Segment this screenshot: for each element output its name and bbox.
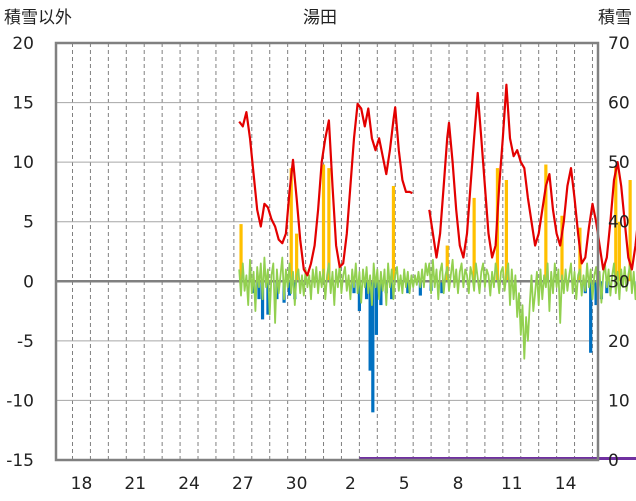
left-axis-label: 積雪以外	[4, 8, 72, 28]
precipitation-bar	[357, 281, 361, 312]
sunshine-bar	[295, 233, 299, 282]
grid-lines	[56, 43, 598, 460]
left-tick-label: -5	[17, 332, 34, 352]
sunshine-bar	[472, 197, 476, 282]
sunshine-bar	[321, 164, 326, 282]
temperature-line	[238, 83, 636, 277]
x-tick-label: 27	[232, 474, 254, 494]
precipitation-bar	[418, 281, 422, 296]
right-tick-label: 0	[608, 451, 619, 471]
precipitation-bar	[374, 281, 379, 335]
sunshine-bar	[504, 180, 509, 282]
chart-title: 湯田	[303, 8, 337, 28]
right-tick-label: 60	[608, 94, 630, 114]
precipitation-bar	[440, 281, 444, 294]
sunshine-bar	[327, 168, 331, 282]
left-tick-label: 10	[12, 153, 34, 173]
x-tick-label: 8	[453, 474, 464, 494]
precipitation-bar	[368, 281, 372, 371]
precipitation-bar	[589, 281, 593, 353]
precipitation-bar	[594, 281, 598, 306]
x-tick-label: 21	[124, 474, 146, 494]
axes	[54, 41, 600, 462]
x-tick-label: 30	[286, 474, 308, 494]
left-tick-label: 5	[23, 213, 34, 233]
sunshine-bar	[445, 245, 449, 282]
x-tick-label: 5	[399, 474, 410, 494]
right-tick-label: 50	[608, 153, 630, 173]
precipitation-bar	[364, 281, 369, 300]
left-tick-label: 15	[12, 94, 34, 114]
right-tick-label: 70	[608, 34, 630, 54]
right-tick-label: 20	[608, 332, 630, 352]
left-tick-label: -10	[6, 391, 34, 411]
sunshine-bar	[617, 221, 621, 282]
x-tick-label: 18	[71, 474, 93, 494]
line-series	[238, 83, 636, 460]
precipitation-bar	[260, 281, 265, 320]
x-tick-label: 24	[178, 474, 200, 494]
precipitation-bar	[287, 281, 292, 296]
precipitation-bar	[406, 281, 410, 294]
precipitation-bar	[266, 281, 270, 315]
precipitation-bar	[390, 281, 394, 300]
plot-frame	[54, 41, 600, 462]
sunshine-bar	[391, 185, 396, 282]
left-tick-label: -15	[6, 451, 34, 471]
snow_depth_change-line	[238, 256, 636, 360]
precipitation-bar	[371, 281, 375, 413]
right-axis-label: 積雪	[598, 8, 632, 28]
precipitation-bar	[379, 281, 383, 306]
x-tick-label: 14	[555, 474, 577, 494]
sunshine-bar	[289, 168, 293, 282]
left-tick-label: 0	[23, 272, 34, 292]
x-tick-label: 2	[345, 474, 356, 494]
left-tick-label: 20	[12, 34, 34, 54]
sunshine-bar	[614, 166, 618, 282]
sunshine-bar	[239, 224, 243, 282]
right-tick-label: 30	[608, 272, 630, 292]
right-tick-label: 10	[608, 391, 630, 411]
precipitation-bar	[257, 281, 261, 300]
right-tick-label: 40	[608, 213, 630, 233]
sunshine-bar	[628, 180, 632, 282]
x-tick-label: 11	[501, 474, 523, 494]
bar-series	[56, 164, 636, 413]
sunshine-bar	[560, 215, 564, 282]
sunshine-bar	[544, 164, 548, 282]
